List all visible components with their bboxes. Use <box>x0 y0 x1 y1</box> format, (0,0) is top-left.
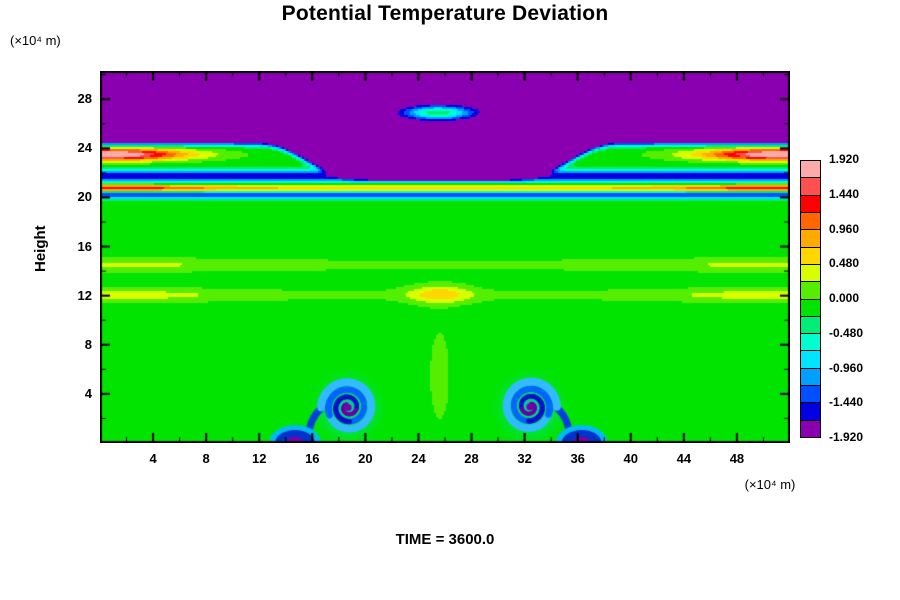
colorbar-tick-label: 0.960 <box>829 221 860 236</box>
colorbar-cell <box>801 403 820 421</box>
x-tick-label: 28 <box>464 451 479 466</box>
x-tick-label: 40 <box>623 451 638 466</box>
x-tick-label: 12 <box>251 451 267 466</box>
colorbar-cell <box>801 386 820 404</box>
x-tick-label: 20 <box>358 451 373 466</box>
colorbar-tick-label: 1.440 <box>829 186 860 201</box>
colorbar-cell <box>801 368 820 387</box>
colorbar-cell <box>801 178 820 196</box>
colorbar-tick-label: -1.920 <box>829 430 864 444</box>
y-axis-title: Height <box>32 225 49 272</box>
x-tick-label: 48 <box>729 451 745 466</box>
colorbar-tick-label: -0.480 <box>829 325 864 340</box>
x-tick-label: 32 <box>517 451 532 466</box>
colorbar-cell <box>801 212 820 231</box>
colorbar-cell <box>801 351 820 369</box>
x-axis-unit-label: (×10⁴ m) <box>744 477 796 492</box>
y-tick-label: 4 <box>84 385 92 401</box>
x-tick-label: 16 <box>305 451 320 466</box>
y-tick-label: 24 <box>77 140 92 156</box>
colorbar <box>800 160 821 438</box>
time-label: TIME = 3600.0 <box>395 531 495 548</box>
colorbar-cell <box>801 230 820 248</box>
colorbar-tick-label: -0.960 <box>829 360 864 375</box>
colorbar-cell <box>801 282 820 300</box>
colorbar-cell <box>801 420 820 437</box>
chart-title: Potential Temperature Deviation <box>281 2 609 25</box>
colorbar-cell <box>801 299 820 317</box>
y-tick-label: 12 <box>77 287 92 303</box>
colorbar-cell <box>801 247 820 265</box>
colorbar-cell <box>801 161 820 179</box>
x-tick-label: 24 <box>411 451 426 466</box>
colorbar-cell <box>801 334 820 352</box>
colorbar-tick-label: 0.000 <box>829 291 860 305</box>
y-tick-label: 8 <box>84 336 92 352</box>
x-tick-label: 8 <box>202 451 210 466</box>
colorbar-tick-label: 0.480 <box>829 256 860 271</box>
colorbar-cell <box>801 195 820 213</box>
x-tick-label: 36 <box>570 451 585 466</box>
x-tick-label: 4 <box>149 451 157 466</box>
colorbar-cell <box>801 316 820 335</box>
y-axis-unit-label: (×10⁴ m) <box>10 33 61 48</box>
y-tick-label: 28 <box>77 91 92 107</box>
y-tick-label: 20 <box>77 189 92 205</box>
colorbar-cell <box>801 264 820 283</box>
heatmap-plot <box>100 71 790 443</box>
x-tick-label: 44 <box>676 451 692 466</box>
y-tick-label: 16 <box>77 238 92 254</box>
colorbar-tick-label: -1.440 <box>829 395 864 410</box>
colorbar-tick-label: 1.920 <box>829 152 860 166</box>
